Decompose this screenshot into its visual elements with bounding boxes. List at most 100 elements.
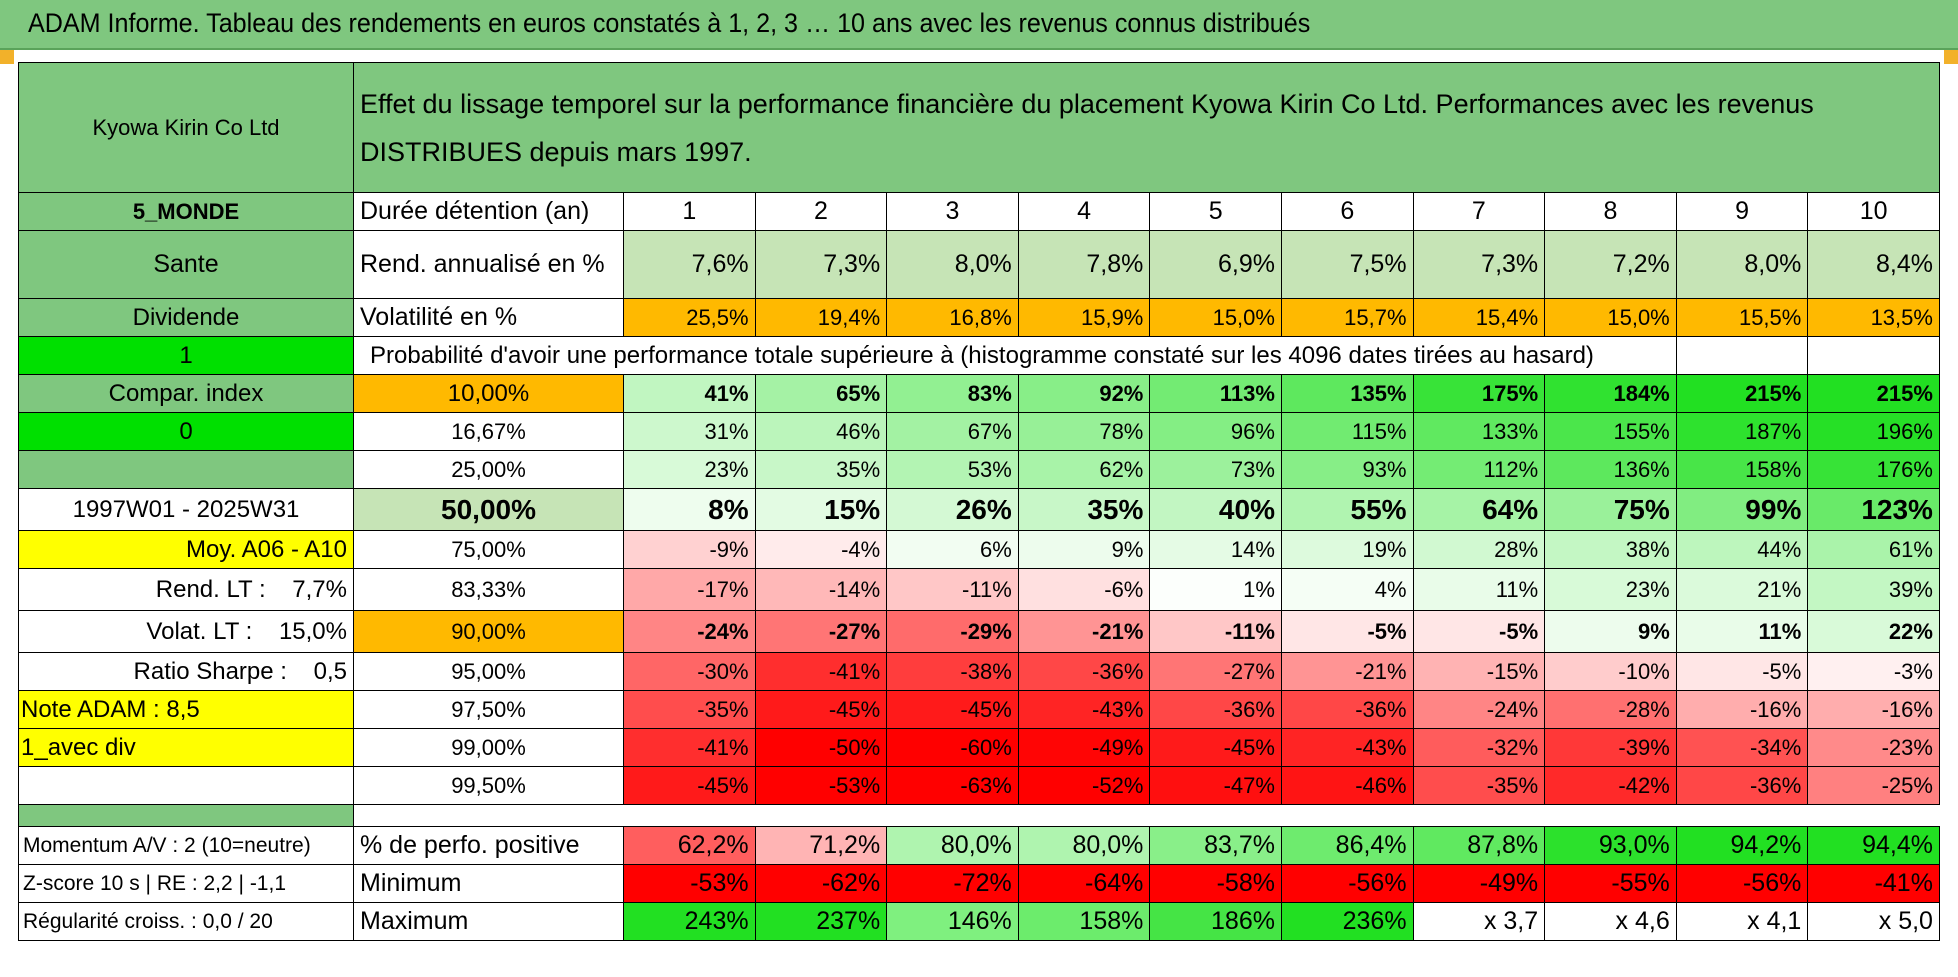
- volatility-cell: 15,4%: [1412, 298, 1546, 337]
- percentile-cell: 99%: [1675, 488, 1809, 531]
- percentile-cell: 15%: [754, 488, 888, 531]
- volatility-cell: 15,9%: [1017, 298, 1151, 337]
- percentile-cell: 67%: [886, 412, 1019, 451]
- percentile-cell: 136%: [1544, 450, 1677, 489]
- percentile-cell: 28%: [1412, 530, 1546, 569]
- percentile-cell: -35%: [1412, 766, 1546, 805]
- percentile-cell: -38%: [886, 652, 1019, 691]
- flag-zero-cell: 0: [18, 412, 354, 451]
- percentile-cell: -43%: [1017, 690, 1151, 729]
- probability-label: Probabilité d'avoir une performance tota…: [353, 336, 1677, 375]
- annual-return-cell: 8,0%: [886, 230, 1019, 299]
- percentile-cell: -29%: [886, 610, 1019, 653]
- percentile-cell: 19%: [1280, 530, 1414, 569]
- percentile-cell: -49%: [1017, 728, 1151, 767]
- volatility-cell: 15,0%: [1544, 298, 1677, 337]
- maximum-cell: 236%: [1280, 902, 1414, 941]
- volatility-cell: 15,7%: [1280, 298, 1414, 337]
- percentile-cell: -11%: [886, 568, 1019, 611]
- percentile-cell: 158%: [1675, 450, 1809, 489]
- percentile-cell: -24%: [1412, 690, 1546, 729]
- minimum-cell: -72%: [886, 864, 1019, 903]
- percentile-cell: -5%: [1412, 610, 1546, 653]
- percentile-cell: -24%: [623, 610, 756, 653]
- duration-label: Durée détention (an): [353, 192, 624, 231]
- percentile-cell: 14%: [1149, 530, 1282, 569]
- percentile-cell: 21%: [1675, 568, 1809, 611]
- percentile-cell: 40%: [1149, 488, 1282, 531]
- maximum-label: Maximum: [353, 902, 624, 941]
- empty-cell: [18, 766, 354, 805]
- minimum-cell: -56%: [1280, 864, 1414, 903]
- percentile-cell: -10%: [1544, 652, 1677, 691]
- percentile-cell: 123%: [1807, 488, 1940, 531]
- maximum-cell: 186%: [1149, 902, 1282, 941]
- flag-one-cell: 1: [18, 336, 354, 375]
- percentile-cell: -41%: [623, 728, 756, 767]
- year-header: 9: [1675, 192, 1809, 231]
- percentile-cell: -15%: [1412, 652, 1546, 691]
- percentile-cell: -39%: [1544, 728, 1677, 767]
- description: Effet du lissage temporel sur la perform…: [353, 62, 1940, 193]
- positive-cell: 80,0%: [1017, 826, 1151, 865]
- percentile-cell: -21%: [1017, 610, 1151, 653]
- percentile-cell: 31%: [623, 412, 756, 451]
- percentile-cell: -32%: [1412, 728, 1546, 767]
- percentile-cell: 46%: [754, 412, 888, 451]
- adam-note: Note ADAM : 8,5: [18, 690, 354, 729]
- percentile-cell: 53%: [886, 450, 1019, 489]
- positive-cell: 87,8%: [1412, 826, 1546, 865]
- positive-cell: 94,4%: [1807, 826, 1940, 865]
- percentile-cell: 6%: [886, 530, 1019, 569]
- percentile-cell: -6%: [1017, 568, 1151, 611]
- percentile-cell: 8%: [623, 488, 756, 531]
- annual-return-cell: 7,8%: [1017, 230, 1151, 299]
- percentile-label: 95,00%: [353, 652, 624, 691]
- percentile-cell: -36%: [1149, 690, 1282, 729]
- percentile-cell: 11%: [1412, 568, 1546, 611]
- empty-cell: [1807, 336, 1940, 375]
- percentile-label: 97,50%: [353, 690, 624, 729]
- company-name: Kyowa Kirin Co Ltd: [18, 62, 354, 193]
- percentile-cell: 22%: [1807, 610, 1940, 653]
- percentile-label: 83,33%: [353, 568, 624, 611]
- percentile-cell: 38%: [1544, 530, 1677, 569]
- percentile-cell: 93%: [1280, 450, 1414, 489]
- year-header: 10: [1807, 192, 1940, 231]
- percentile-cell: 23%: [1544, 568, 1677, 611]
- report-title: ADAM Informe. Tableau des rendements en …: [28, 8, 1311, 38]
- minimum-cell: -55%: [1544, 864, 1677, 903]
- maximum-cell: 146%: [886, 902, 1019, 941]
- percentile-cell: -27%: [1149, 652, 1282, 691]
- percentile-cell: 96%: [1149, 412, 1282, 451]
- maximum-cell: x 4,1: [1675, 902, 1809, 941]
- positive-cell: 80,0%: [886, 826, 1019, 865]
- long-term-return: Rend. LT : 7,7%: [18, 568, 354, 611]
- separator-row: [353, 804, 1940, 827]
- percentile-label: 10,00%: [353, 374, 624, 413]
- percentile-cell: -50%: [754, 728, 888, 767]
- percentile-cell: 112%: [1412, 450, 1546, 489]
- compar-index-label: Compar. index: [18, 374, 354, 413]
- percentile-cell: -23%: [1807, 728, 1940, 767]
- minimum-cell: -53%: [623, 864, 756, 903]
- percentile-cell: -36%: [1017, 652, 1151, 691]
- percentile-cell: 4%: [1280, 568, 1414, 611]
- minimum-cell: -56%: [1675, 864, 1809, 903]
- percentile-cell: -45%: [1149, 728, 1282, 767]
- percentile-cell: 65%: [754, 374, 888, 413]
- percentile-cell: 35%: [1017, 488, 1151, 531]
- percentile-cell: -45%: [754, 690, 888, 729]
- percentile-cell: -42%: [1544, 766, 1677, 805]
- percentile-cell: -34%: [1675, 728, 1809, 767]
- percentile-cell: -21%: [1280, 652, 1414, 691]
- percentile-cell: 35%: [754, 450, 888, 489]
- percentile-cell: 26%: [886, 488, 1019, 531]
- percentile-cell: 155%: [1544, 412, 1677, 451]
- percentile-cell: -30%: [623, 652, 756, 691]
- volatility-cell: 25,5%: [623, 298, 756, 337]
- percentile-label: 50,00%: [353, 488, 624, 531]
- percentile-cell: -46%: [1280, 766, 1414, 805]
- positive-cell: 83,7%: [1149, 826, 1282, 865]
- percentile-cell: 1%: [1149, 568, 1282, 611]
